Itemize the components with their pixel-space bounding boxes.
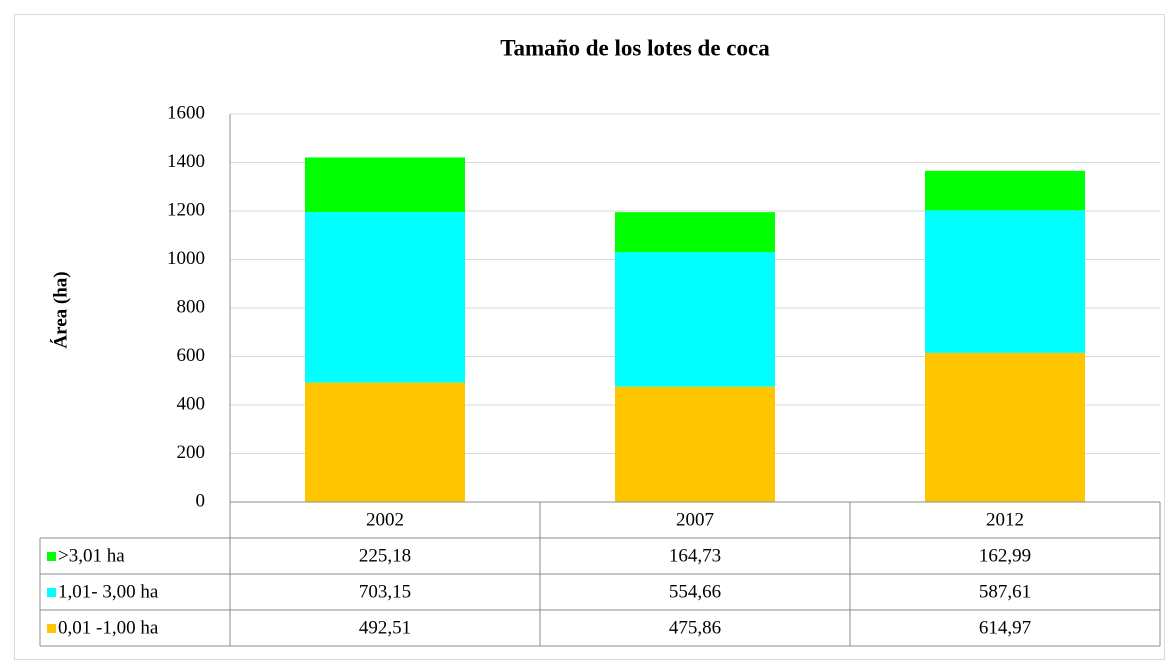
bar-segment: [615, 386, 775, 502]
bar-segment: [305, 382, 465, 502]
data-label: 225,18: [359, 545, 411, 566]
legend-label: 1,01- 3,00 ha: [58, 581, 159, 602]
data-label: 492,51: [359, 617, 411, 638]
y-axis-label: Área (ha): [49, 271, 71, 348]
legend-swatch: [47, 624, 56, 633]
bar-segment: [925, 210, 1085, 353]
y-tick-label: 400: [177, 393, 206, 414]
y-tick-label: 1600: [167, 102, 205, 123]
legend-label: >3,01 ha: [58, 545, 125, 566]
y-tick-label: 800: [177, 296, 206, 317]
data-label: 162,99: [979, 545, 1031, 566]
bar-segment: [925, 170, 1085, 211]
bar-segment: [305, 157, 465, 213]
bar-segment: [615, 212, 775, 253]
legend-label: 0,01 -1,00 ha: [58, 617, 159, 638]
y-tick-label: 1000: [167, 248, 205, 269]
y-tick-label: 600: [177, 345, 206, 366]
y-tick-label: 1200: [167, 199, 205, 220]
data-label: 614,97: [979, 617, 1031, 638]
x-tick-label: 2002: [366, 509, 404, 530]
y-tick-label: 0: [196, 490, 206, 511]
bar-segment: [925, 352, 1085, 502]
y-tick-label: 1400: [167, 151, 205, 172]
data-label: 164,73: [669, 545, 721, 566]
data-label: 475,86: [669, 617, 721, 638]
legend-swatch: [47, 588, 56, 597]
x-tick-label: 2012: [986, 509, 1024, 530]
data-label: 587,61: [979, 581, 1031, 602]
legend-swatch: [47, 552, 56, 561]
x-tick-label: 2007: [676, 509, 714, 530]
data-label: 703,15: [359, 581, 411, 602]
y-tick-label: 200: [177, 442, 206, 463]
bar-segment: [305, 212, 465, 383]
bar-segment: [615, 252, 775, 387]
data-label: 554,66: [669, 581, 721, 602]
chart-title: Tamaño de los lotes de coca: [500, 35, 770, 60]
